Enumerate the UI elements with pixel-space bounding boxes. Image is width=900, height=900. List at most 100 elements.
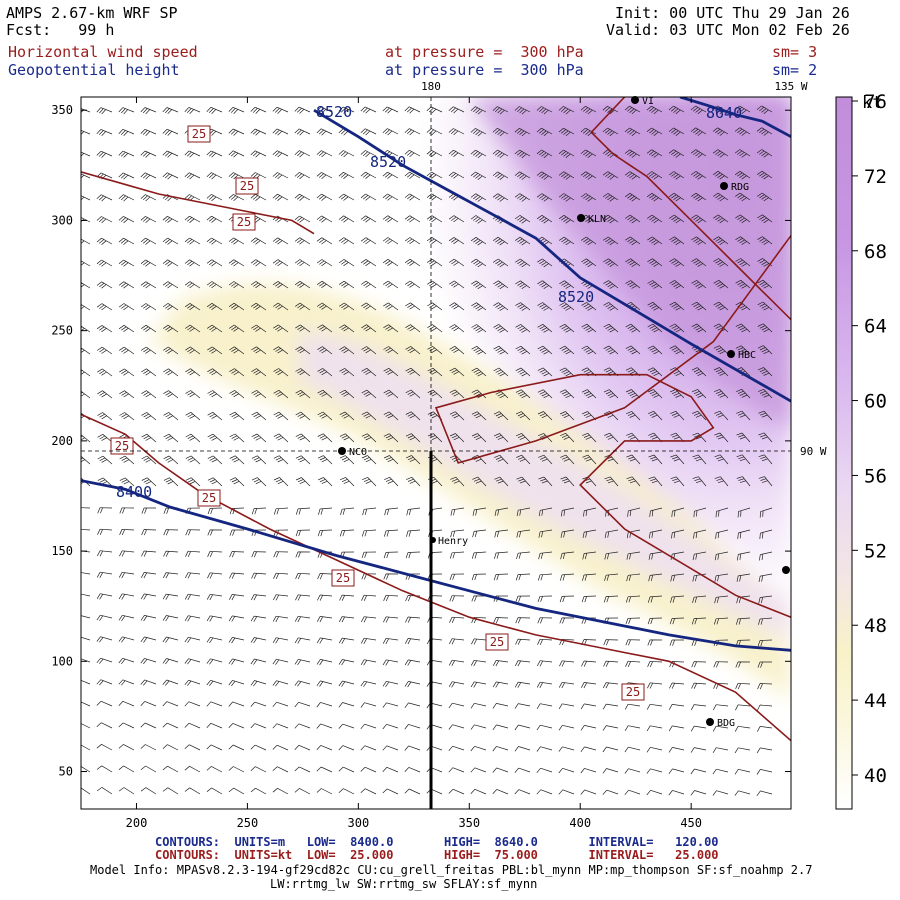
wind-barb xyxy=(228,766,245,773)
wind-barb xyxy=(560,551,575,560)
smooth1-label: sm= 3 xyxy=(772,43,818,61)
wind-barb xyxy=(251,390,267,399)
wind-barb xyxy=(316,150,333,158)
wind-barb xyxy=(757,301,773,311)
wind-barb xyxy=(96,129,113,137)
wind-barb xyxy=(251,324,267,333)
wind-barb xyxy=(250,701,267,707)
wind-barb xyxy=(493,258,509,268)
wind-barb xyxy=(736,410,751,421)
wind-barb xyxy=(690,725,707,732)
wind-barb xyxy=(118,593,135,600)
colorbar-tick-label: 60 xyxy=(864,391,887,413)
wind-barb xyxy=(185,433,201,443)
wind-barb xyxy=(602,789,619,795)
wind-barb xyxy=(383,389,399,399)
wind-barb xyxy=(383,433,399,443)
wind-barb xyxy=(736,454,751,465)
wind-speed-contour xyxy=(81,413,791,742)
wind-barb xyxy=(757,345,773,355)
valid-time: Valid: 03 UTC Mon 02 Feb 26 xyxy=(606,21,850,39)
wind-barb xyxy=(670,432,685,443)
wind-barb xyxy=(382,215,399,223)
wind-barb xyxy=(250,723,267,729)
wind-barb xyxy=(162,722,179,729)
wind-barb xyxy=(229,455,245,465)
wind-barb xyxy=(625,258,641,267)
wind-barb xyxy=(141,477,157,487)
wind-barb xyxy=(81,129,91,136)
wind-barb xyxy=(339,594,355,601)
wind-barb xyxy=(756,170,773,180)
wind-barb xyxy=(625,660,641,667)
wind-barb xyxy=(470,745,487,752)
wind-barb xyxy=(426,128,443,136)
wind-barb xyxy=(360,106,377,114)
wind-barb xyxy=(118,194,135,202)
wind-barb xyxy=(537,345,553,355)
wind-barb xyxy=(81,173,91,179)
wind-barb xyxy=(449,616,465,623)
wind-barb xyxy=(163,529,179,536)
wind-barb xyxy=(449,324,465,333)
wind-barb xyxy=(582,476,597,487)
wind-barb xyxy=(581,302,597,311)
lon-90w-label: 90 W xyxy=(800,445,827,458)
wind-barb xyxy=(295,551,311,558)
wind-barb xyxy=(229,551,245,558)
wind-barb xyxy=(427,367,443,377)
wind-barb xyxy=(758,410,773,421)
wind-barb xyxy=(537,236,553,246)
wind-barb xyxy=(228,615,245,622)
wind-barb xyxy=(338,723,355,729)
wind-barb xyxy=(494,551,509,559)
wind-barb xyxy=(96,571,113,578)
wind-barb xyxy=(735,258,751,267)
wind-barb xyxy=(669,639,684,646)
colorbar xyxy=(835,96,853,810)
wind-barb xyxy=(382,106,399,114)
wind-barb xyxy=(580,789,597,795)
x-tick-label: 200 xyxy=(126,816,148,830)
wind-barb xyxy=(670,573,685,582)
wind-barb xyxy=(735,323,751,333)
wind-barb xyxy=(184,636,201,643)
footer-height-contours: CONTOURS: UNITS=m LOW= 8400.0 HIGH= 8640… xyxy=(155,835,719,849)
wind-barb xyxy=(250,237,267,245)
wind-barb xyxy=(737,529,751,539)
wind-contour-label: 25 xyxy=(202,491,216,505)
wind-barb xyxy=(757,683,773,690)
wind-barb xyxy=(516,529,531,538)
wind-barb xyxy=(382,237,399,245)
wind-barb xyxy=(626,432,641,443)
wind-barb xyxy=(81,528,91,531)
wind-contour-label: 25 xyxy=(115,439,129,453)
wind-barb xyxy=(470,788,487,795)
wind-barb xyxy=(361,551,377,559)
wind-barb xyxy=(691,301,707,311)
wind-barb xyxy=(625,345,641,355)
wind-barb xyxy=(119,550,135,557)
station-marker xyxy=(706,718,714,726)
wind-barb xyxy=(81,593,91,597)
footer-wind-contours: CONTOURS: UNITS=kt LOW= 25.000 HIGH= 75.… xyxy=(155,848,719,862)
wind-barb xyxy=(493,411,509,421)
wind-barb xyxy=(427,258,443,267)
wind-barb xyxy=(96,593,113,600)
wind-barb xyxy=(404,149,421,158)
wind-barb xyxy=(756,769,773,775)
wind-barb xyxy=(317,302,333,311)
wind-barb xyxy=(185,455,201,465)
wind-barb xyxy=(382,193,399,201)
wind-barb xyxy=(317,477,333,487)
wind-barb xyxy=(295,594,311,601)
wind-barb xyxy=(604,529,619,539)
wind-barb xyxy=(118,614,135,622)
wind-barb xyxy=(294,281,311,289)
wind-barb xyxy=(559,660,575,667)
wind-barb xyxy=(492,767,509,773)
wind-barb xyxy=(163,477,179,487)
wind-barb xyxy=(96,194,113,202)
wind-barb xyxy=(81,151,91,157)
